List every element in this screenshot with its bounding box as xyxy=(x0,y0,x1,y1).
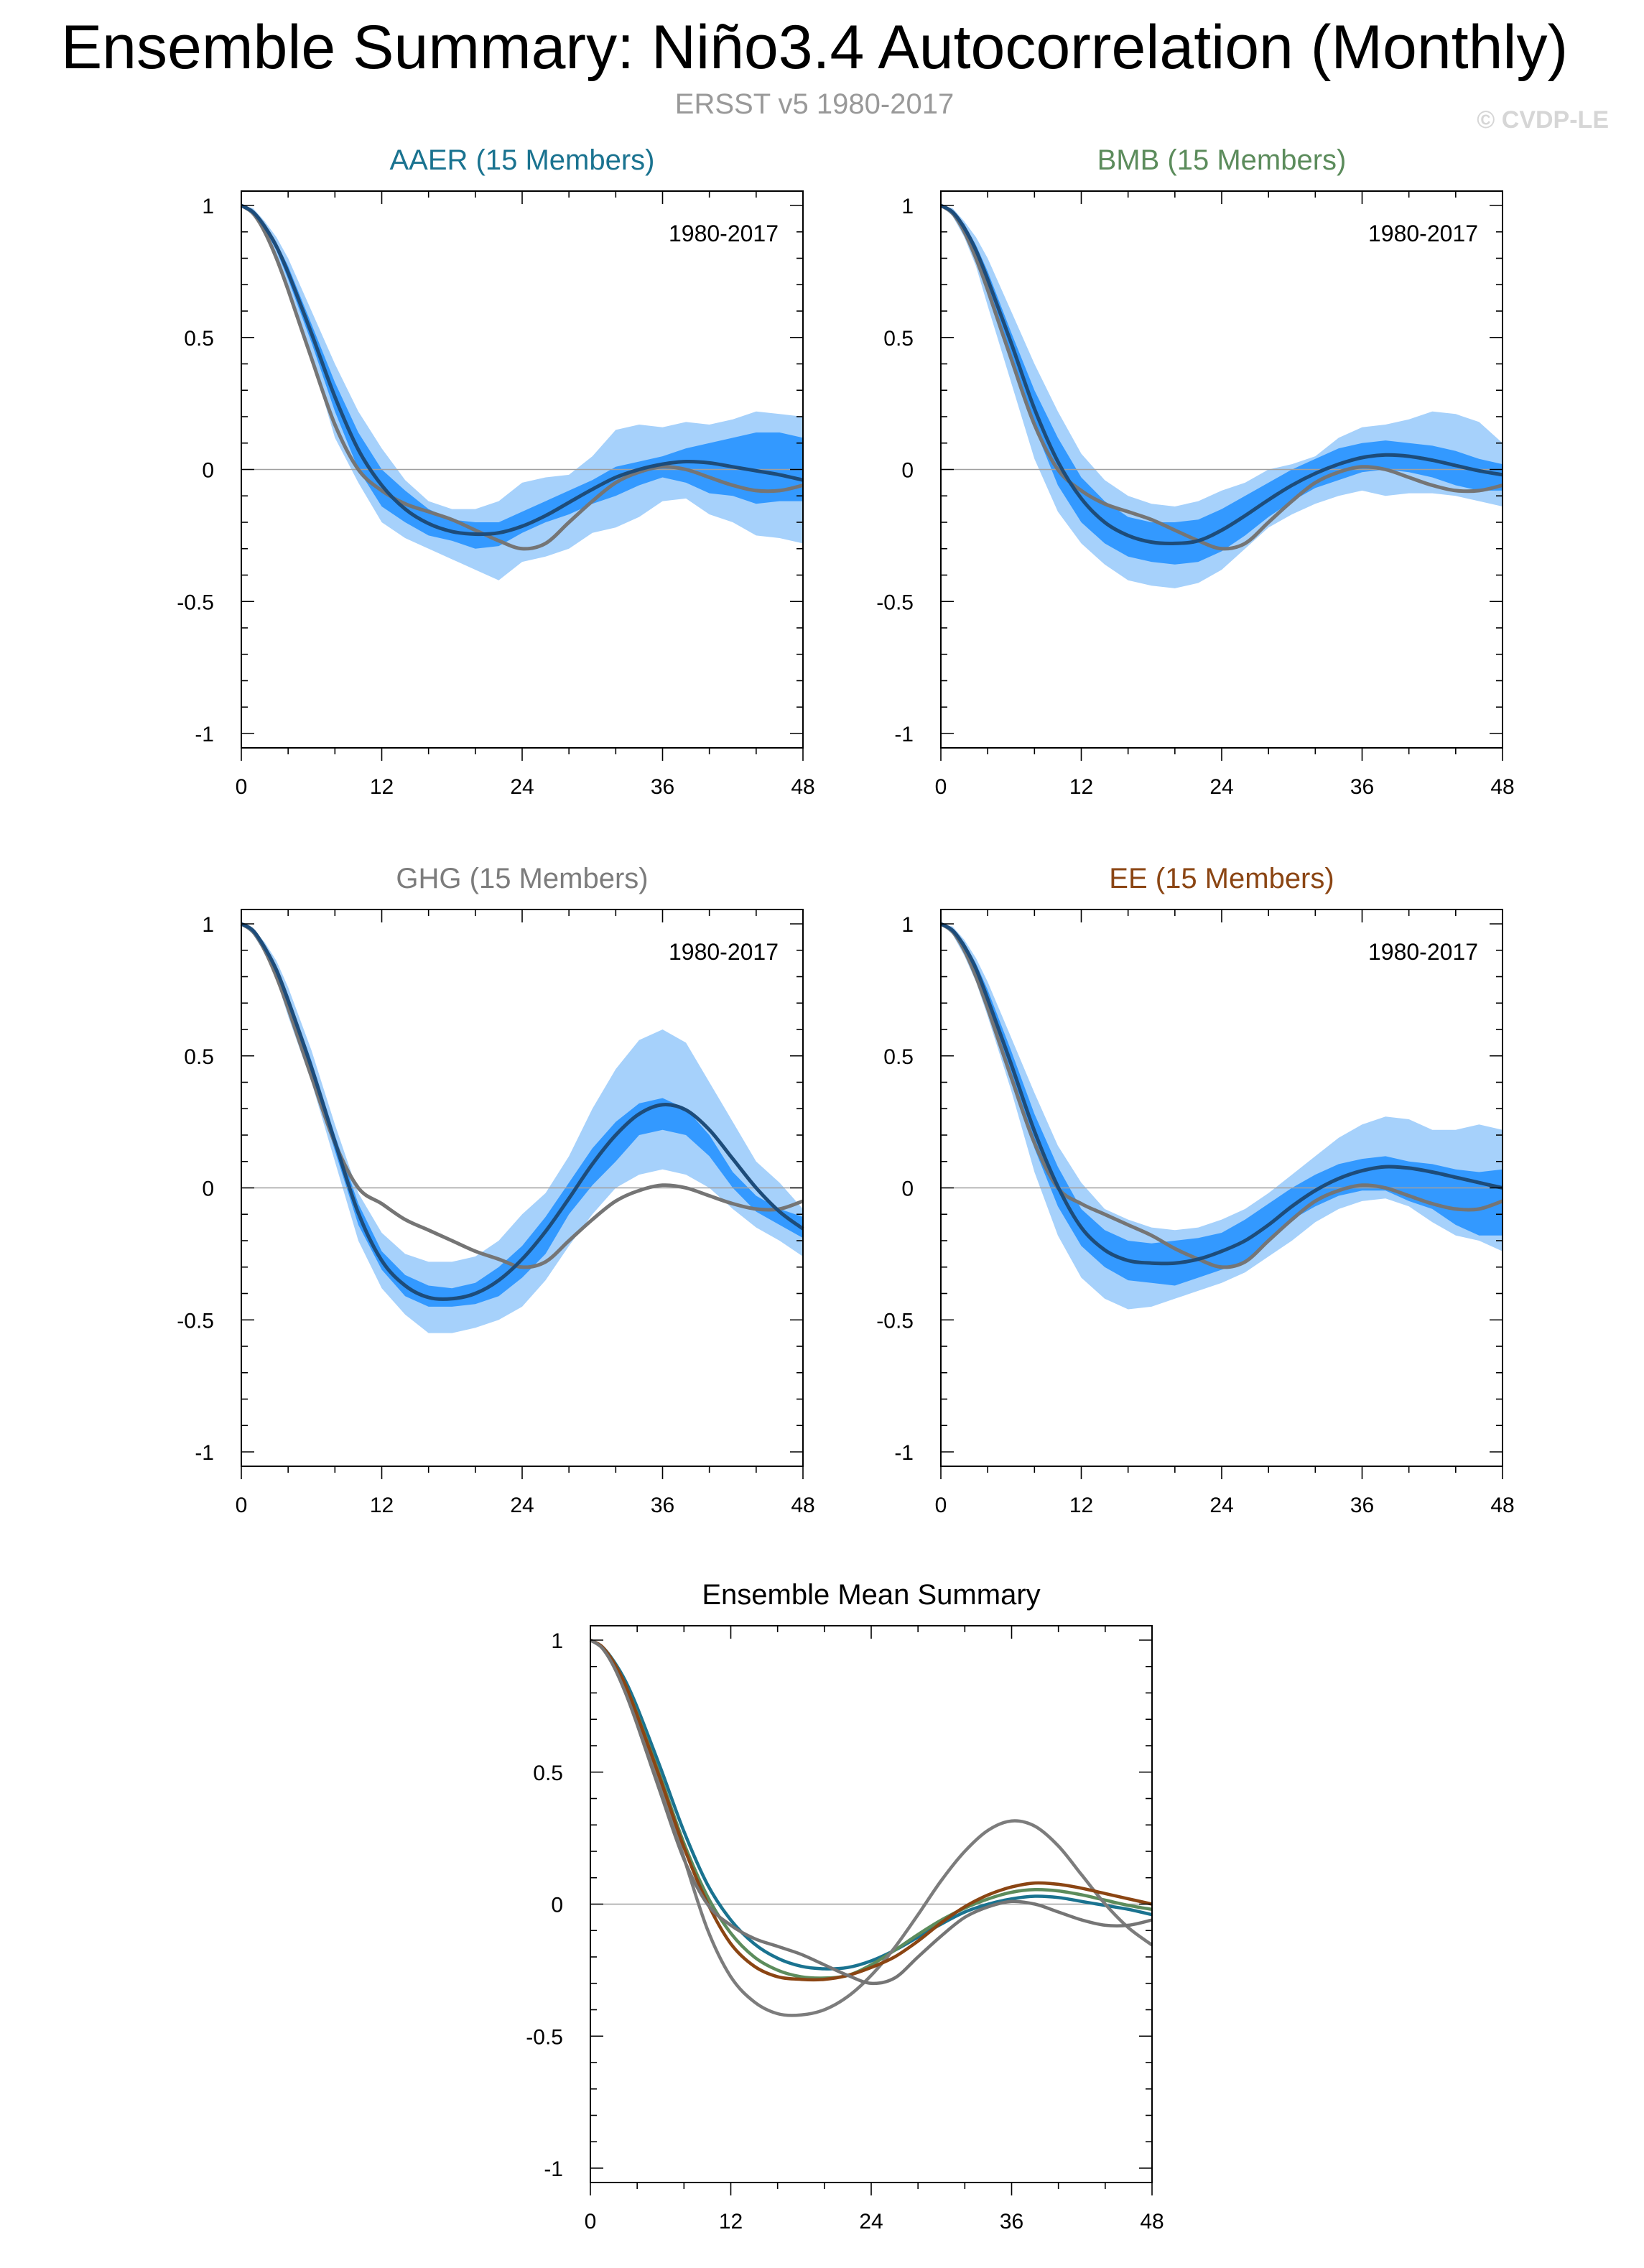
y-tick-label: -0.5 xyxy=(876,591,914,614)
panel-title: GHG (15 Members) xyxy=(396,863,648,894)
x-tick-label: 36 xyxy=(651,775,674,799)
x-tick-label: 48 xyxy=(791,775,814,799)
x-tick-label: 48 xyxy=(1140,2210,1164,2234)
band-inner-band xyxy=(241,924,803,1307)
x-tick-label: 48 xyxy=(1490,1494,1514,1517)
x-tick-label: 24 xyxy=(1209,1494,1233,1517)
x-tick-label: 36 xyxy=(651,1494,674,1517)
x-tick-label: 0 xyxy=(585,2210,597,2234)
copyright-watermark: © CVDP-LE xyxy=(1477,106,1609,134)
panel-mean: Ensemble Mean Summary 1 0.5 0 -0.5 -1 0 12 24 36 4… xyxy=(526,1579,1164,2234)
panel-ghg: GHG (15 Members) 1 0.5 0 -0.5 -1 0 12 24 36 48 1980… xyxy=(177,863,814,1517)
x-tick-label: 12 xyxy=(370,775,394,799)
series-line-ensemble-mean xyxy=(939,922,1503,1266)
plot-area xyxy=(240,922,804,1333)
x-tick-label: 24 xyxy=(510,775,534,799)
y-tick-label: -0.5 xyxy=(876,1309,914,1333)
plot-area xyxy=(589,1638,1153,2017)
x-tick-label: 0 xyxy=(935,1494,947,1517)
plot-area xyxy=(240,203,804,580)
y-tick-label: -1 xyxy=(894,723,914,746)
panel-title: EE (15 Members) xyxy=(1109,863,1334,894)
y-tick-label: -1 xyxy=(195,1441,214,1465)
y-tick-label: 1 xyxy=(901,913,914,937)
x-tick-label: 12 xyxy=(719,2210,743,2234)
y-tick-label: 1 xyxy=(202,913,214,937)
series-line-observed xyxy=(939,203,1503,551)
period-label: 1980-2017 xyxy=(1368,221,1478,246)
y-tick-label: 1 xyxy=(901,195,914,218)
x-tick-label: 36 xyxy=(1000,2210,1023,2234)
y-tick-label: 0.5 xyxy=(883,1045,914,1069)
y-tick-label: 0 xyxy=(202,459,214,483)
series-line-ee xyxy=(589,1638,1153,1982)
series-line-observed xyxy=(589,1639,1153,1986)
panel-ee: EE (15 Members) 1 0.5 0 -0.5 -1 0 12 24 36 48 1980-… xyxy=(876,863,1514,1517)
x-tick-label: 48 xyxy=(791,1494,814,1517)
x-tick-label: 0 xyxy=(236,775,248,799)
series-line-ensemble-mean xyxy=(939,203,1503,545)
y-tick-label: 0 xyxy=(901,1177,914,1201)
y-tick-label: -1 xyxy=(195,723,214,746)
y-tick-label: 0 xyxy=(901,459,914,483)
series-line-ensemble-mean xyxy=(240,922,804,1301)
y-tick-label: 0 xyxy=(551,1894,563,1917)
x-tick-label: 24 xyxy=(510,1494,534,1517)
series-line-observed xyxy=(939,922,1503,1269)
panel-title: BMB (15 Members) xyxy=(1097,144,1347,176)
panel-aaer: AAER (15 Members) 1 0.5 0 -0.5 -1 0 12 24 36 48 198… xyxy=(177,144,814,799)
y-tick-label: -0.5 xyxy=(177,1309,214,1333)
figure-subtitle: ERSST v5 1980-2017 xyxy=(675,88,954,120)
y-tick-label: 0.5 xyxy=(184,327,214,351)
y-tick-label: 0.5 xyxy=(184,1045,214,1069)
plot-area xyxy=(939,203,1503,588)
period-label: 1980-2017 xyxy=(669,221,779,246)
x-tick-label: 12 xyxy=(1069,775,1093,799)
y-tick-label: -0.5 xyxy=(526,2025,563,2049)
x-tick-label: 24 xyxy=(859,2210,883,2234)
y-tick-label: 0 xyxy=(202,1177,214,1201)
series-line-observed xyxy=(240,922,804,1269)
series-line-ensemble-mean xyxy=(240,203,804,537)
x-tick-label: 12 xyxy=(370,1494,394,1517)
figure-title: Ensemble Summary: Niño3.4 Autocorrelatio… xyxy=(61,13,1568,82)
panel-bmb: BMB (15 Members) 1 0.5 0 -0.5 -1 0 12 24 36 48 1980… xyxy=(876,144,1514,799)
x-tick-label: 36 xyxy=(1350,1494,1374,1517)
x-tick-label: 48 xyxy=(1490,775,1514,799)
series-line-observed xyxy=(240,203,804,551)
period-label: 1980-2017 xyxy=(1368,939,1478,965)
y-tick-label: -1 xyxy=(894,1441,914,1465)
panel-title: AAER (15 Members) xyxy=(390,144,655,176)
y-tick-label: -1 xyxy=(544,2157,563,2181)
y-tick-label: 0.5 xyxy=(883,327,914,351)
x-tick-label: 12 xyxy=(1069,1494,1093,1517)
x-tick-label: 0 xyxy=(236,1494,248,1517)
plot-area xyxy=(939,922,1503,1310)
y-tick-label: -0.5 xyxy=(177,591,214,614)
y-tick-label: 1 xyxy=(551,1629,563,1653)
panels-container: AAER (15 Members) 1 0.5 0 -0.5 -1 0 12 24 36 48 198… xyxy=(177,144,1514,2234)
period-label: 1980-2017 xyxy=(669,939,779,965)
x-tick-label: 0 xyxy=(935,775,947,799)
y-tick-label: 0.5 xyxy=(533,1762,563,1785)
y-tick-label: 1 xyxy=(202,195,214,218)
panel-title: Ensemble Mean Summary xyxy=(702,1579,1040,1611)
x-tick-label: 36 xyxy=(1350,775,1374,799)
x-tick-label: 24 xyxy=(1209,775,1233,799)
series-line-aaer xyxy=(589,1638,1153,1971)
